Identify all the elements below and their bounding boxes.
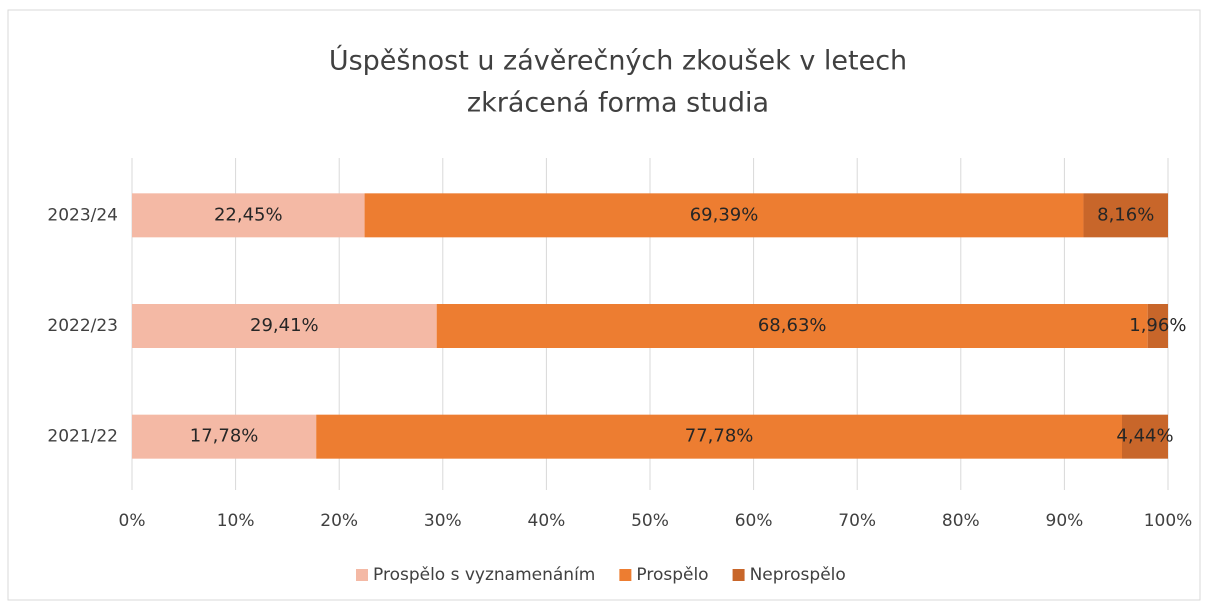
data-label: 1,96% xyxy=(1129,315,1186,336)
chart-title: Úspěšnost u závěrečných zkoušek v letech xyxy=(329,45,907,77)
data-label: 22,45% xyxy=(214,204,283,225)
data-label: 77,78% xyxy=(685,426,754,447)
data-label: 68,63% xyxy=(758,315,827,336)
x-tick-label: 100% xyxy=(1144,511,1193,531)
x-tick-label: 0% xyxy=(119,511,146,531)
bar-segment xyxy=(132,304,437,348)
x-tick-label: 10% xyxy=(217,511,255,531)
x-tick-label: 20% xyxy=(320,511,358,531)
bar-segment xyxy=(132,414,317,459)
bar-segment xyxy=(364,193,1084,238)
data-label: 69,39% xyxy=(690,204,759,225)
bar-segment xyxy=(436,304,1148,348)
legend-label: Neprospělo xyxy=(750,565,846,585)
x-tick-label: 70% xyxy=(838,511,876,531)
bar-segment xyxy=(1147,304,1168,348)
x-tick-label: 90% xyxy=(1046,511,1084,531)
legend-label: Prospělo s vyznamenáním xyxy=(373,565,595,585)
data-label: 8,16% xyxy=(1097,204,1154,225)
x-tick-label: 40% xyxy=(528,511,566,531)
data-label: 17,78% xyxy=(190,426,259,447)
bar-segment xyxy=(1122,414,1168,459)
y-tick-label: 2021/22 xyxy=(47,427,118,447)
bar-segment xyxy=(132,193,365,238)
legend-label: Prospělo xyxy=(636,565,708,585)
bar-segment xyxy=(316,414,1123,459)
data-label: 4,44% xyxy=(1116,426,1173,447)
legend-swatch xyxy=(356,569,368,581)
y-tick-label: 2022/23 xyxy=(47,316,118,336)
x-tick-label: 60% xyxy=(735,511,773,531)
y-tick-label: 2023/24 xyxy=(47,205,118,225)
x-tick-label: 50% xyxy=(631,511,669,531)
data-label: 29,41% xyxy=(250,315,319,336)
legend-swatch xyxy=(732,569,745,581)
x-tick-label: 80% xyxy=(942,511,980,531)
legend-swatch xyxy=(619,569,632,581)
chart-subtitle: zkrácená forma studia xyxy=(467,88,769,119)
bar-segment xyxy=(1083,193,1168,238)
x-tick-label: 30% xyxy=(424,511,462,531)
